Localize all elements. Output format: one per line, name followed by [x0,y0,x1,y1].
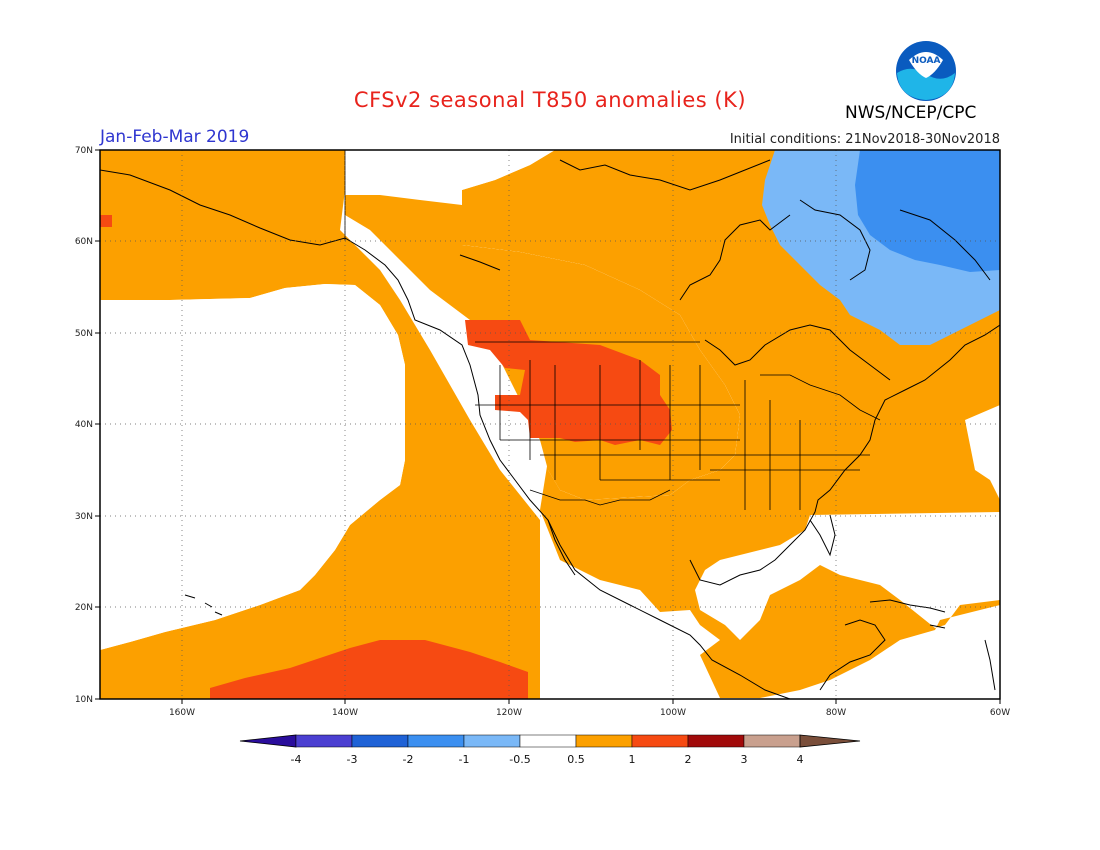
tick-marks [95,149,1001,704]
lat-tick-label: 10N [75,695,93,705]
colorbar-label: -3 [347,753,358,766]
colorbar-swatch [519,734,577,748]
lon-tick-label: 140W [332,708,358,718]
lon-tick-label: 160W [169,708,195,718]
colorbar-label: 2 [685,753,692,766]
strong-warm-pacific-region [210,640,528,699]
colorbar-swatch [631,734,689,748]
lat-tick-label: 70N [75,146,93,156]
lat-tick-label: 60N [75,237,93,247]
strong-cold-anomaly-region [855,150,1000,272]
anomaly-fields [100,150,1000,699]
strong-warm-west-region [465,320,672,445]
colorbar-swatch [743,734,801,748]
chart-title: CFSv2 seasonal T850 anomalies (K) [353,88,747,112]
noaa-logo: NOAA [896,41,956,101]
political-borders [344,150,881,510]
strong-warm-edge-pixel [100,215,112,227]
lon-tick-label: 120W [496,708,522,718]
organization-label: NWS/NCEP/CPC [845,103,977,123]
colorbar-label: 0.5 [567,753,585,766]
colorbar-swatch [687,734,745,748]
initial-conditions: Initial conditions: 21Nov2018-30Nov2018 [729,132,1000,147]
colorbar-swatch [295,734,353,748]
lon-tick-label: 60W [990,708,1010,718]
colorbar-label: 4 [797,753,804,766]
colorbar-swatch [575,734,633,748]
colorbar-label: -4 [291,753,302,766]
colorbar: -4 -3 -2 -1 -0.5 0.5 1 2 3 4 [239,734,861,766]
colorbar-swatch [351,734,409,748]
colorbar-label: 3 [741,753,748,766]
colorbar-label: -2 [403,753,414,766]
colorbar-swatch [463,734,521,748]
colorbar-label: -1 [459,753,470,766]
lat-tick-label: 40N [75,420,93,430]
lon-tick-label: 100W [660,708,686,718]
colorbar-right-arrow [799,734,861,748]
lat-lon-grid [100,150,1000,699]
forecast-period: Jan-Feb-Mar 2019 [100,127,250,147]
lat-tick-label: 30N [75,512,93,522]
lat-tick-label: 20N [75,603,93,613]
warm-anomaly-region [100,150,1000,699]
neutral-pacific-region [100,284,405,650]
coastlines [100,159,1000,699]
colorbar-left-arrow [239,734,297,748]
lat-tick-label: 50N [75,329,93,339]
colorbar-label: 1 [629,753,636,766]
noaa-logo-text: NOAA [912,56,941,66]
colorbar-swatch [407,734,465,748]
colorbar-label: -0.5 [509,753,530,766]
lon-tick-label: 80W [826,708,846,718]
